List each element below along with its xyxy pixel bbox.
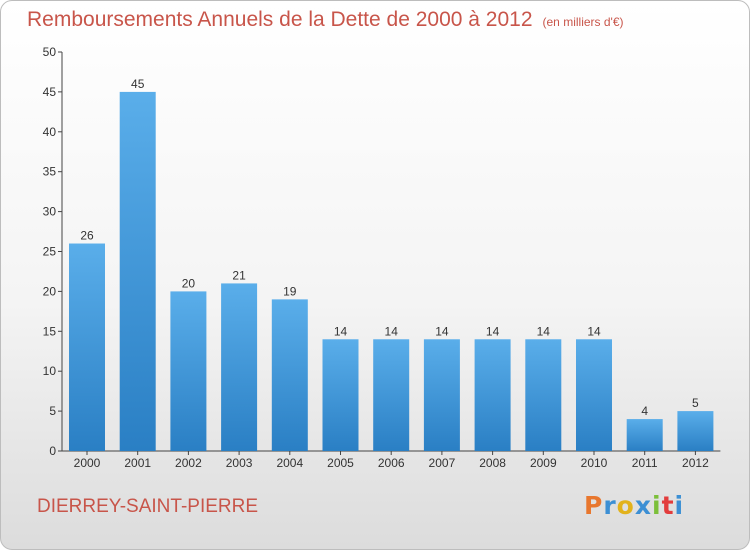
data-label-2004: 19 (283, 284, 297, 298)
y-tick-label: 20 (43, 284, 57, 298)
bar-2003 (221, 283, 258, 451)
bar-2004 (271, 299, 308, 451)
bar-2006 (373, 339, 410, 451)
y-tick-label: 30 (43, 205, 57, 219)
data-label-2009: 14 (537, 324, 551, 338)
y-tick-label: 35 (43, 165, 57, 179)
bar-2012 (677, 411, 714, 451)
bar-2009 (525, 339, 562, 451)
bar-2007 (423, 339, 460, 451)
data-label-2008: 14 (486, 324, 500, 338)
proxiti-logo[interactable]: Proxiti (584, 491, 685, 520)
x-tick-label-2002: 2002 (175, 456, 202, 470)
bar-2010 (576, 339, 612, 451)
data-label-2003: 21 (232, 268, 246, 282)
y-tick-label: 10 (43, 364, 57, 378)
x-tick-label-2006: 2006 (378, 456, 405, 470)
x-tick-label-2012: 2012 (682, 456, 709, 470)
x-tick-label-2001: 2001 (124, 456, 151, 470)
title-text: Remboursements Annuels de la Dette de 20… (27, 8, 533, 31)
x-tick-label-2008: 2008 (479, 456, 506, 470)
bar-2002 (170, 291, 207, 451)
y-tick-label: 50 (43, 45, 57, 59)
unit-label: (en milliers d'€) (542, 15, 624, 29)
data-label-2006: 14 (385, 324, 399, 338)
x-tick-label-2010: 2010 (581, 456, 608, 470)
data-label-2007: 14 (435, 324, 449, 338)
x-tick-label-2000: 2000 (74, 456, 101, 470)
x-tick-label-2005: 2005 (327, 456, 354, 470)
y-tick-label: 5 (49, 404, 56, 418)
x-tick-label-2004: 2004 (276, 456, 303, 470)
bar-2000 (69, 243, 105, 451)
bar-2011 (626, 419, 663, 451)
y-tick-label: 0 (49, 444, 56, 458)
commune-name: DIERREY-SAINT-PIERRE (37, 496, 259, 517)
data-label-2011: 4 (641, 404, 648, 418)
x-tick-label-2009: 2009 (530, 456, 557, 470)
x-tick-label-2003: 2003 (226, 456, 253, 470)
data-label-2012: 5 (692, 396, 699, 410)
y-tick-label: 45 (43, 85, 57, 99)
y-tick-label: 25 (43, 245, 57, 259)
data-label-2002: 20 (182, 276, 196, 290)
bar-2008 (474, 339, 511, 451)
data-label-2000: 26 (80, 229, 94, 243)
data-label-2005: 14 (334, 324, 348, 338)
y-tick-label: 15 (43, 324, 57, 338)
x-tick-label-2011: 2011 (632, 456, 658, 470)
bar-2005 (322, 339, 359, 451)
data-label-2010: 14 (587, 324, 601, 338)
y-tick-label: 40 (43, 125, 57, 139)
x-tick-label-2007: 2007 (429, 456, 456, 470)
chart-title: Remboursements Annuels de la Dette de 20… (27, 8, 624, 32)
data-label-2001: 45 (131, 77, 145, 91)
bar-2001 (119, 91, 156, 452)
